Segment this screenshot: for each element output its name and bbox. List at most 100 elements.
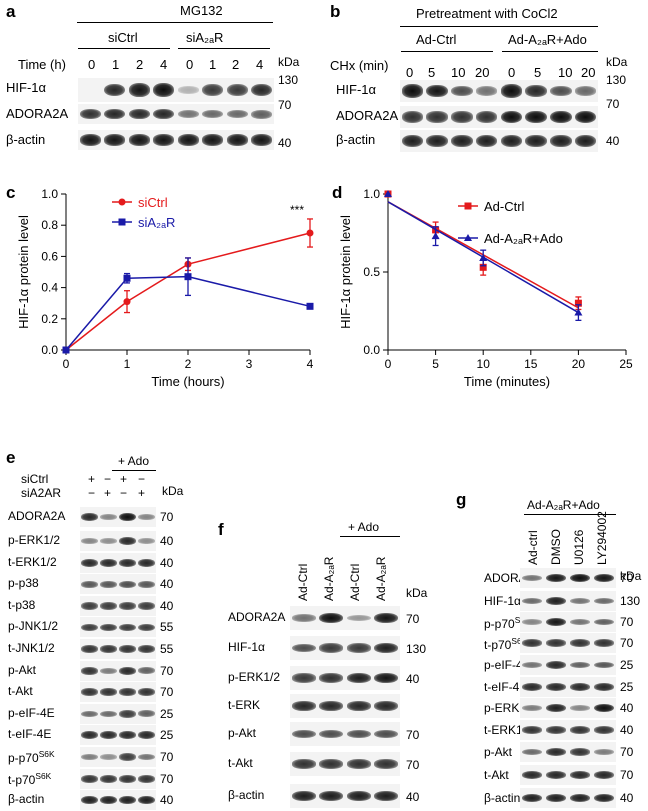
lane-label: U0126 (572, 529, 586, 565)
blot-band (545, 793, 567, 803)
blot-band (81, 731, 98, 740)
blot-band (81, 580, 98, 588)
blot-strip (80, 747, 156, 767)
blot-band (119, 512, 136, 522)
lane-label: 10 (558, 65, 573, 80)
mw-marker: 25 (160, 728, 174, 743)
blot-band (138, 753, 155, 761)
blot-row-label: p-eIF-4E (8, 705, 55, 720)
blot-band (100, 645, 117, 653)
blot-band (500, 84, 522, 98)
mw-marker: 70 (620, 768, 634, 782)
legend-marker (464, 234, 472, 241)
treatment-label: MG132 (180, 3, 223, 18)
blot-band (79, 134, 101, 146)
series-line-2 (65, 275, 311, 351)
blot-band (451, 134, 473, 148)
data-point (431, 232, 440, 240)
blot-band (426, 84, 448, 98)
blot-row-label: β-actin (336, 132, 376, 147)
blot-band (574, 86, 597, 96)
blot-band (81, 710, 98, 718)
blot-strip (80, 595, 156, 616)
blot-row-label: ADORA2A (6, 106, 69, 121)
blot-band (138, 731, 155, 740)
sign-mark: + (120, 472, 128, 486)
blot-band (346, 614, 371, 622)
blot-strip (520, 612, 616, 632)
blot-row-label: t-eIF-4E (8, 727, 52, 742)
blot-band (202, 83, 224, 97)
blot-band (100, 774, 117, 783)
mw-marker: 25 (620, 680, 634, 694)
mw-marker: 130 (606, 73, 627, 87)
blot-strip (80, 639, 156, 659)
mw-marker: 70 (406, 612, 420, 626)
blot-band (569, 770, 591, 780)
blot-band (202, 134, 224, 146)
blot-band (119, 601, 136, 610)
blot-row-label: β-actin (6, 132, 46, 147)
x-tick-label: 3 (246, 357, 253, 371)
blot-row-label: p-p38 (8, 576, 39, 591)
blot-band (81, 645, 98, 653)
blot-band (138, 645, 155, 653)
lane-label: 4 (160, 57, 168, 72)
sign-mark: − (104, 472, 112, 486)
blot-band (593, 573, 615, 583)
blot-strip (290, 722, 400, 746)
blot-row-label: t-eIF-4E (484, 680, 528, 694)
blot-strip (290, 606, 400, 630)
blot-band (291, 759, 316, 769)
blot-band (291, 673, 316, 683)
blot-strip (520, 765, 616, 785)
blot-band (100, 710, 117, 718)
blot-band (346, 701, 371, 711)
blot-band (521, 661, 543, 669)
lane-label: Ad-A₂ₐR (374, 556, 388, 601)
mw-marker: 40 (160, 534, 174, 548)
blot-band (374, 672, 399, 684)
blot-band (226, 134, 248, 146)
blot-strip (80, 552, 156, 573)
blot-band (569, 705, 591, 711)
blot-band (177, 109, 199, 119)
blot-strip (520, 742, 616, 762)
blot-band (545, 617, 567, 627)
blot-band (521, 682, 543, 692)
blot-band (593, 639, 615, 647)
blot-band (346, 791, 371, 801)
lane-label: 5 (428, 65, 436, 80)
blot-band (569, 661, 591, 669)
blot-band (128, 134, 150, 146)
blot-band (319, 759, 344, 769)
blot-band (593, 618, 615, 626)
blot-row-label: p-eIF-4E (484, 658, 531, 672)
kda-label: kDa (278, 55, 300, 69)
blot-band (374, 729, 399, 739)
blot-band (593, 770, 615, 780)
blot-band (401, 84, 423, 98)
lane-label: DMSO (549, 529, 563, 565)
blot-row-label: p-Akt (8, 662, 37, 677)
sign-mark: + (88, 472, 96, 486)
blot-band (81, 512, 98, 522)
blot-band (291, 729, 316, 739)
blot-band (569, 793, 591, 803)
mw-marker: 70 (160, 663, 174, 678)
blot-band (119, 645, 136, 653)
data-point (384, 190, 392, 197)
series-line-1 (65, 232, 311, 351)
lane-label: 1 (112, 57, 120, 72)
data-point (574, 299, 582, 307)
panel-letter-g: g (456, 490, 467, 509)
blot-band (119, 731, 136, 740)
mw-marker: 130 (278, 73, 299, 87)
blot-band (319, 791, 344, 801)
mw-marker: 70 (620, 615, 634, 629)
lane-label: 5 (534, 65, 542, 80)
x-tick-label: 0 (385, 357, 392, 371)
time-axis-label: Time (h) (18, 57, 66, 72)
panel-letter-b: b (330, 2, 341, 21)
blot-strip (80, 531, 156, 551)
